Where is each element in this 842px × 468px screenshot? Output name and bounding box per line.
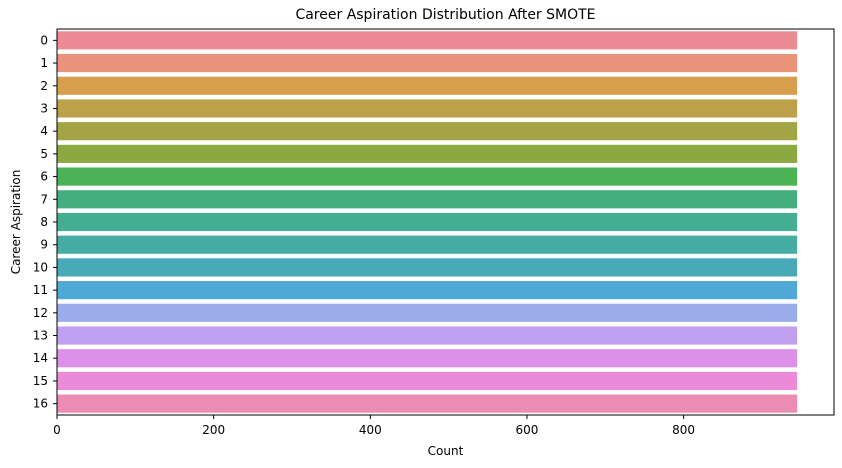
y-tick-label: 5 [40, 147, 48, 161]
y-tick-label: 12 [33, 306, 48, 320]
y-tick-label: 7 [40, 192, 48, 206]
bars-layer [57, 31, 798, 413]
y-tick-label: 16 [33, 397, 48, 411]
x-tick-label: 800 [672, 423, 695, 437]
bar-14 [57, 349, 798, 368]
y-tick-label: 2 [40, 79, 48, 93]
x-tick-label: 600 [516, 423, 539, 437]
bar-15 [57, 371, 798, 391]
y-tick-label: 6 [40, 170, 48, 184]
y-tick-label: 1 [40, 56, 48, 70]
x-tick-label: 400 [359, 423, 382, 437]
bar-7 [57, 190, 798, 209]
bar-0 [57, 31, 798, 50]
bar-2 [57, 76, 798, 95]
x-tick-label: 0 [53, 423, 61, 437]
x-axis-title: Count [428, 444, 464, 458]
y-tick-label: 3 [40, 101, 48, 115]
bar-12 [57, 303, 798, 322]
y-tick-label: 8 [40, 215, 48, 229]
y-tick-label: 4 [40, 124, 48, 138]
y-tick-label: 0 [40, 33, 48, 47]
bar-10 [57, 258, 798, 277]
bar-8 [57, 212, 798, 232]
y-tick-label: 15 [33, 374, 48, 388]
y-tick-label: 10 [33, 260, 48, 274]
y-tick-label: 14 [33, 351, 48, 365]
x-tick-label: 200 [202, 423, 225, 437]
x-axis-ticks: 0 200 400 600 800 [53, 415, 695, 437]
bar-16 [57, 394, 798, 413]
y-tick-label: 13 [33, 329, 48, 343]
y-axis-title: Career Aspiration [9, 170, 23, 275]
bar-9 [57, 235, 798, 254]
bar-5 [57, 144, 798, 163]
y-tick-label: 11 [33, 283, 48, 297]
bar-6 [57, 167, 798, 186]
bar-13 [57, 326, 798, 345]
bar-4 [57, 122, 798, 141]
y-tick-label: 9 [40, 238, 48, 252]
bar-11 [57, 281, 798, 300]
bar-3 [57, 99, 798, 118]
bar-1 [57, 53, 798, 73]
chart-title: Career Aspiration Distribution After SMO… [295, 7, 595, 23]
